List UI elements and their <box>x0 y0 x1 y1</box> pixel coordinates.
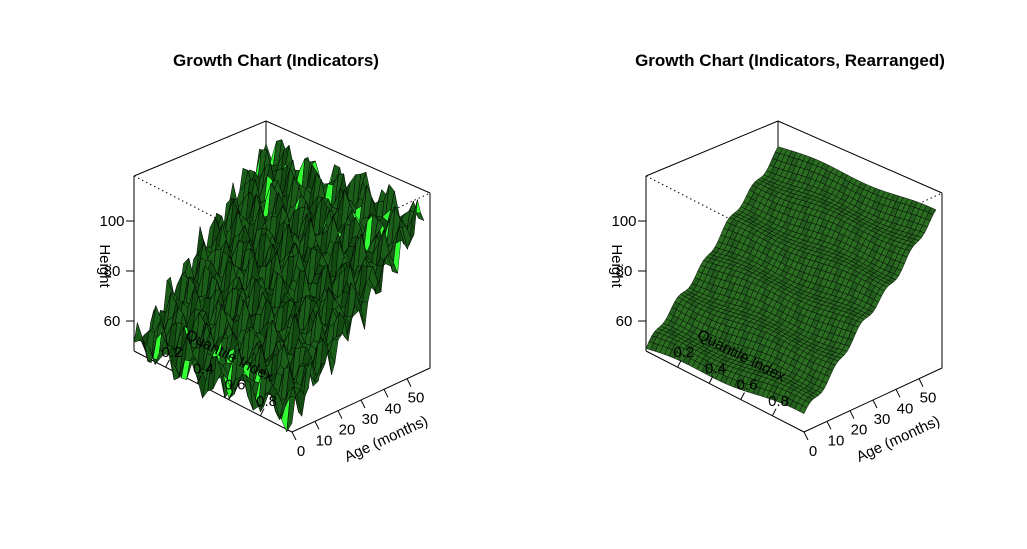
y-tick <box>314 421 320 430</box>
y-tick <box>406 378 412 387</box>
y-tick-label: 10 <box>828 432 845 449</box>
z-axis: 60 80 100 Height <box>96 213 134 330</box>
y-tick-label: 30 <box>874 411 891 428</box>
y-tick <box>849 410 855 419</box>
x-tick-label: 0.8 <box>256 393 277 410</box>
y-tick-label: 50 <box>408 390 425 407</box>
x-tick-label: 0.2 <box>673 344 694 361</box>
z-tick-label: 80 <box>616 263 633 280</box>
x-tick <box>165 359 170 368</box>
x-tick-label: 0.2 <box>161 344 182 361</box>
surface-mesh <box>133 139 425 433</box>
surface-facet <box>415 212 425 222</box>
y-tick <box>383 389 389 398</box>
box-edge-base-front <box>645 350 805 433</box>
chart-panel-rearranged: Growth Chart (Indicators, Rearranged) 60 8… <box>608 51 945 466</box>
x-tick <box>708 376 714 384</box>
y-axis-title: Age (months) <box>854 412 943 465</box>
surface-facet <box>286 396 296 433</box>
y-tick <box>291 431 297 441</box>
z-axis-title: Height <box>96 244 113 288</box>
y-tick-label: 0 <box>809 443 817 460</box>
y-tick <box>826 421 832 430</box>
x-tick <box>196 376 202 384</box>
y-axis-title: Age (months) <box>342 412 431 465</box>
surface-facet <box>799 405 808 414</box>
box-edge-top-back-right <box>777 120 943 194</box>
z-axis: 60 80 100 Height <box>608 213 646 330</box>
y-tick <box>803 431 809 441</box>
chart-title: Growth Chart (Indicators, Rearranged) <box>635 51 945 70</box>
box-edge-top-back-left <box>645 120 779 177</box>
y-tick-label: 40 <box>385 400 402 417</box>
y-tick <box>895 389 901 398</box>
y-tick <box>337 410 343 419</box>
box-edge-top-front-right <box>291 192 431 258</box>
box-edge-top-back-left <box>133 120 267 177</box>
chart-title: Growth Chart (Indicators) <box>173 51 379 70</box>
y-tick-label: 0 <box>297 443 305 460</box>
z-tick-label: 100 <box>99 213 124 230</box>
y-tick-label: 50 <box>920 390 937 407</box>
x-tick-label: 0.4 <box>705 360 726 377</box>
y-tick-label: 20 <box>851 422 868 439</box>
x-tick <box>771 408 777 417</box>
x-tick <box>259 408 265 417</box>
z-tick-label: 100 <box>611 213 636 230</box>
x-tick-label: 0.6 <box>225 377 246 394</box>
box-edge-base-front <box>133 350 293 433</box>
z-tick-label: 60 <box>104 313 121 330</box>
y-tick-label: 20 <box>339 422 356 439</box>
x-tick-label: 0.4 <box>193 360 214 377</box>
y-tick-label: 40 <box>897 400 914 417</box>
y-tick-label: 30 <box>362 411 379 428</box>
x-tick <box>677 359 682 368</box>
x-tick-label: 0.6 <box>737 377 758 394</box>
y-tick <box>918 378 924 387</box>
z-axis-title: Height <box>608 244 625 288</box>
y-tick <box>360 399 366 409</box>
y-tick-label: 10 <box>316 432 333 449</box>
x-tick <box>228 392 233 400</box>
x-tick <box>740 392 745 400</box>
x-tick-label: 0.8 <box>768 393 789 410</box>
surface-mesh <box>645 146 937 414</box>
chart-panel-indicators: Growth Chart (Indicators)6080100Height0.… <box>96 51 431 466</box>
y-tick <box>872 399 878 409</box>
box-edge-top-back-right <box>265 120 431 194</box>
z-tick-label: 80 <box>104 263 121 280</box>
z-tick-label: 60 <box>616 313 633 330</box>
